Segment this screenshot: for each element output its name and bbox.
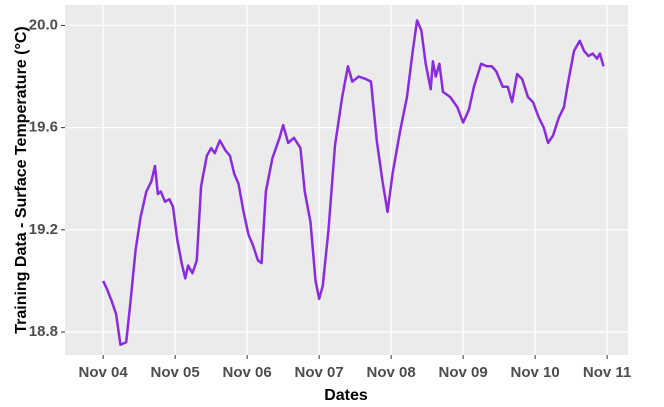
x-tick-label: Nov 05	[151, 364, 200, 381]
x-tick-label: Nov 06	[223, 364, 272, 381]
data-line	[102, 19, 605, 347]
x-tick-label: Nov 08	[367, 364, 416, 381]
x-tick-label: Nov 09	[439, 364, 488, 381]
y-tick-label: 19.2	[29, 221, 58, 238]
y-tick-label: 19.6	[29, 119, 58, 136]
x-tick-label: Nov 07	[295, 364, 344, 381]
x-tick-label: Nov 11	[583, 364, 631, 381]
panel	[65, 5, 628, 355]
y-axis-title: Training Data - Surface Temperature (°C)	[13, 26, 30, 334]
x-axis-title: Dates	[324, 387, 368, 404]
x-tick-label: Nov 10	[511, 364, 560, 381]
y-tick-label: 18.8	[29, 323, 58, 340]
y-tick-label: 20.0	[29, 16, 58, 33]
x-tick-label: Nov 04	[79, 364, 129, 381]
